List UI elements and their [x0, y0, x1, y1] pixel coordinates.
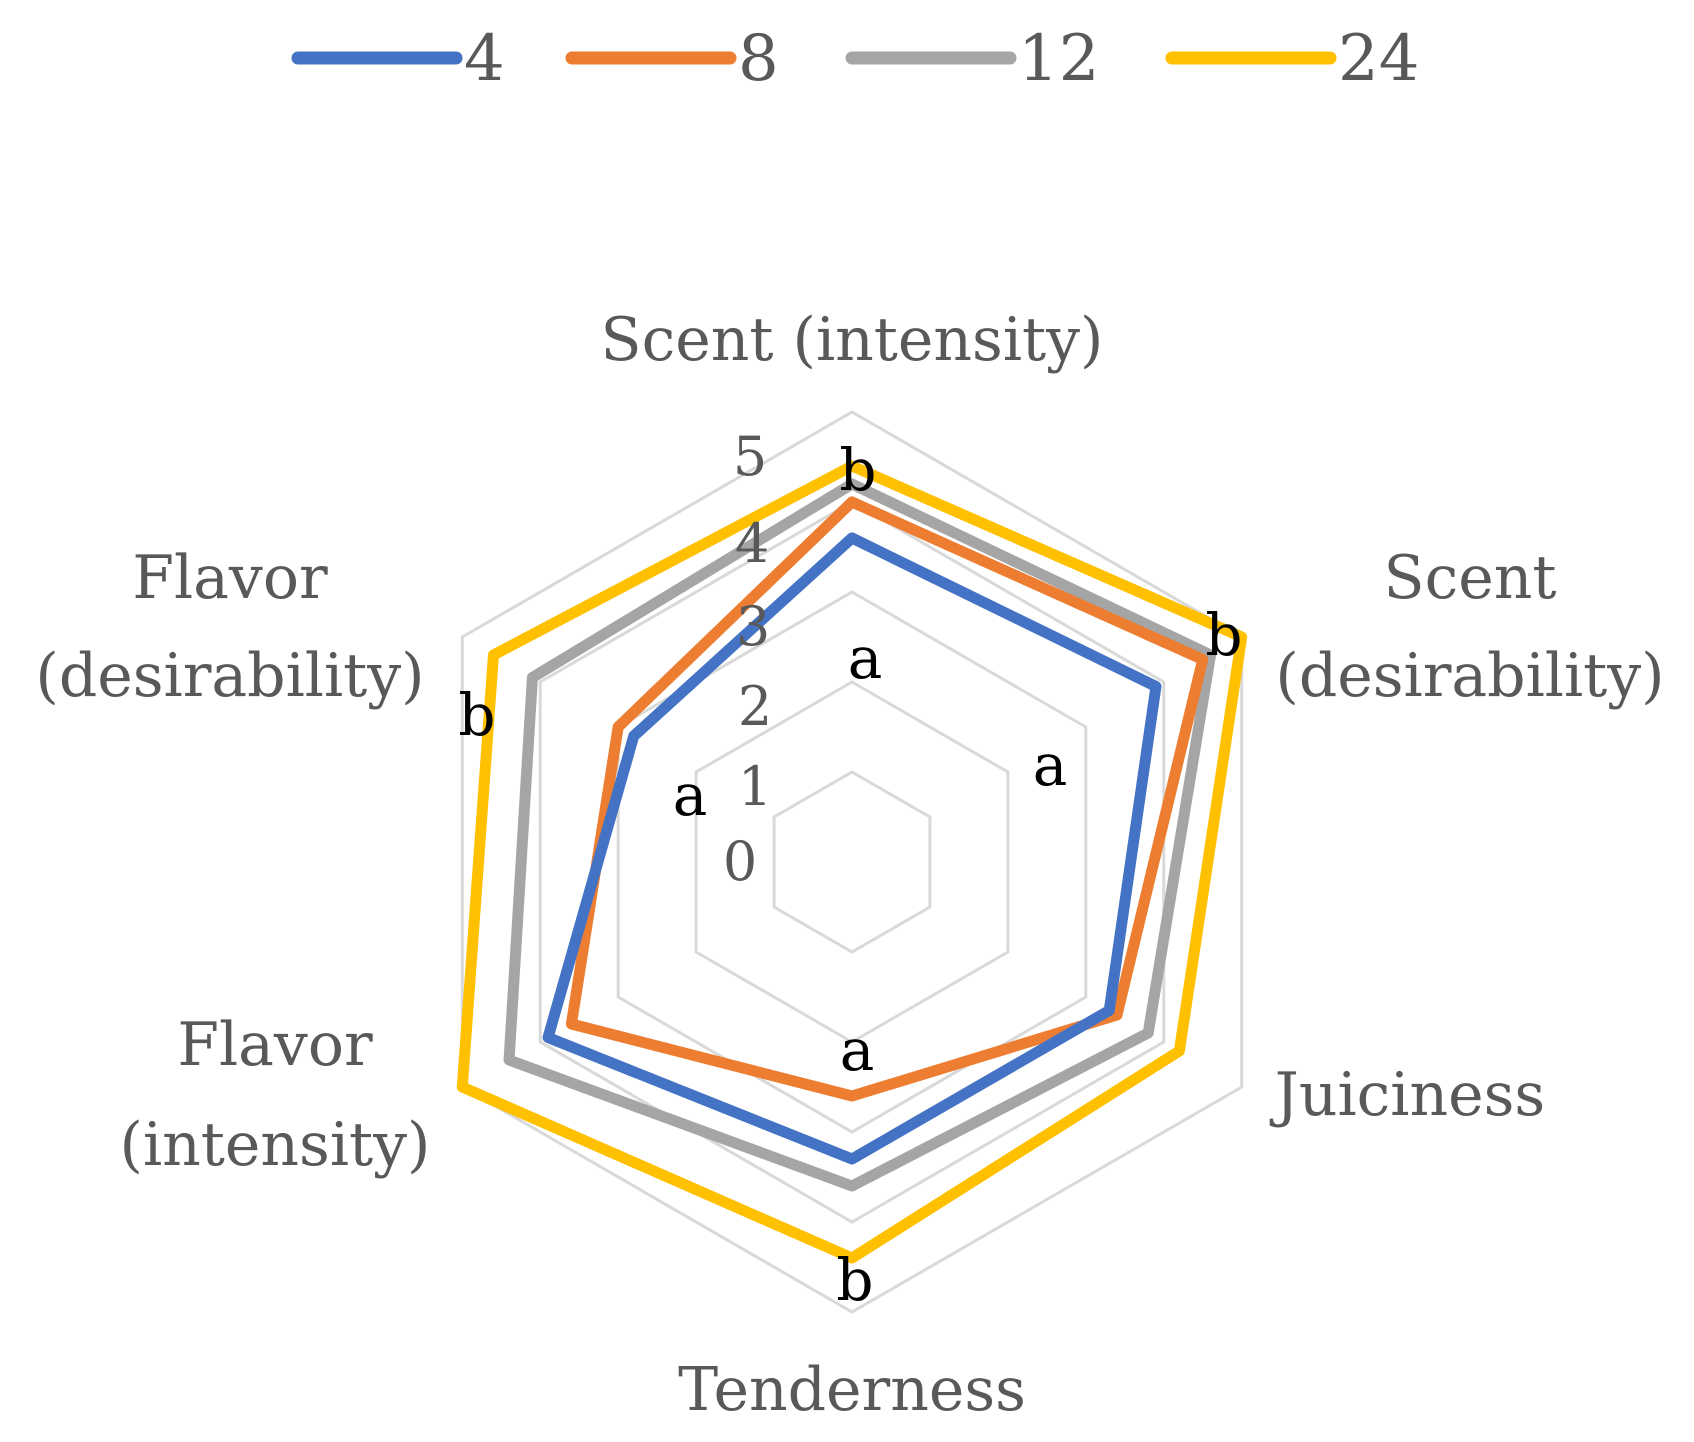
axis-labels: Scent (intensity) Scent (desirability) Juic…	[35, 305, 1664, 1425]
tick-label-1: 1	[738, 755, 772, 818]
significance-label-4: a	[848, 624, 883, 692]
radial-tick-labels: 0 1 2 3 4 5	[723, 425, 772, 893]
significance-label-2: b	[836, 1246, 873, 1314]
significance-label-1: b	[1205, 601, 1242, 669]
radar-grid	[460, 410, 1244, 1314]
axis-label-3-line-0: Tenderness	[678, 1355, 1026, 1425]
axis-label-0-line-0: Scent (intensity)	[601, 305, 1104, 375]
axis-label-4-line-0: Flavor	[177, 1010, 373, 1080]
significance-label-6: a	[840, 1016, 875, 1084]
radar-series	[456, 460, 1248, 1264]
axis-label-1-line-0: Scent	[1384, 543, 1557, 613]
grid-ring-5	[460, 410, 1244, 1314]
legend: 4 8 12 24	[291, 22, 1419, 96]
tick-label-4: 4	[735, 512, 769, 575]
axis-label-5-line-1: (desirability)	[35, 641, 424, 711]
series-12-line	[503, 478, 1217, 1192]
significance-label-7: a	[673, 761, 708, 829]
significance-label-3: b	[458, 681, 495, 749]
grid-ring-4	[538, 500, 1166, 1224]
tick-label-3: 3	[736, 595, 770, 658]
legend-label-24: 24	[1338, 22, 1419, 96]
tick-label-5: 5	[733, 425, 767, 488]
axis-label-5-line-0: Flavor	[132, 543, 328, 613]
series-8-line	[565, 496, 1209, 1102]
legend-label-8: 8	[738, 22, 779, 96]
axis-label-1-line-1: (desirability)	[1275, 641, 1664, 711]
legend-label-4: 4	[464, 22, 505, 96]
significance-labels: b b b b a a a a	[458, 436, 1242, 1314]
legend-label-12: 12	[1018, 22, 1099, 96]
series-24-line	[456, 460, 1248, 1264]
grid-ring-1	[772, 770, 932, 954]
grid-ring-2	[694, 680, 1010, 1044]
tick-label-2: 2	[738, 675, 772, 738]
significance-label-5: a	[1033, 731, 1068, 799]
tick-label-0: 0	[723, 830, 757, 893]
series-4-line	[542, 532, 1162, 1165]
axis-label-2-line-0: Juiciness	[1269, 1060, 1545, 1130]
significance-label-0: b	[839, 436, 876, 504]
axis-label-4-line-1: (intensity)	[120, 1110, 431, 1180]
